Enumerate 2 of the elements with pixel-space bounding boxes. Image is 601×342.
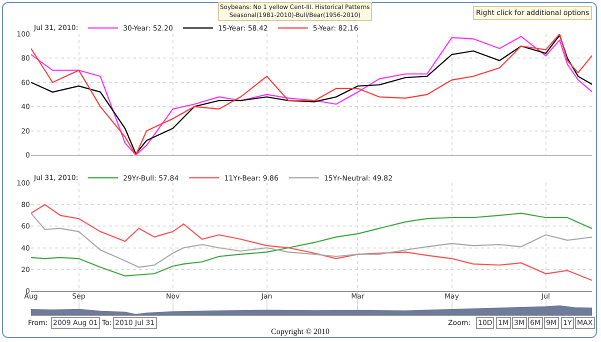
line-series xyxy=(31,204,592,281)
text: Copyright © 2010 xyxy=(271,327,330,336)
